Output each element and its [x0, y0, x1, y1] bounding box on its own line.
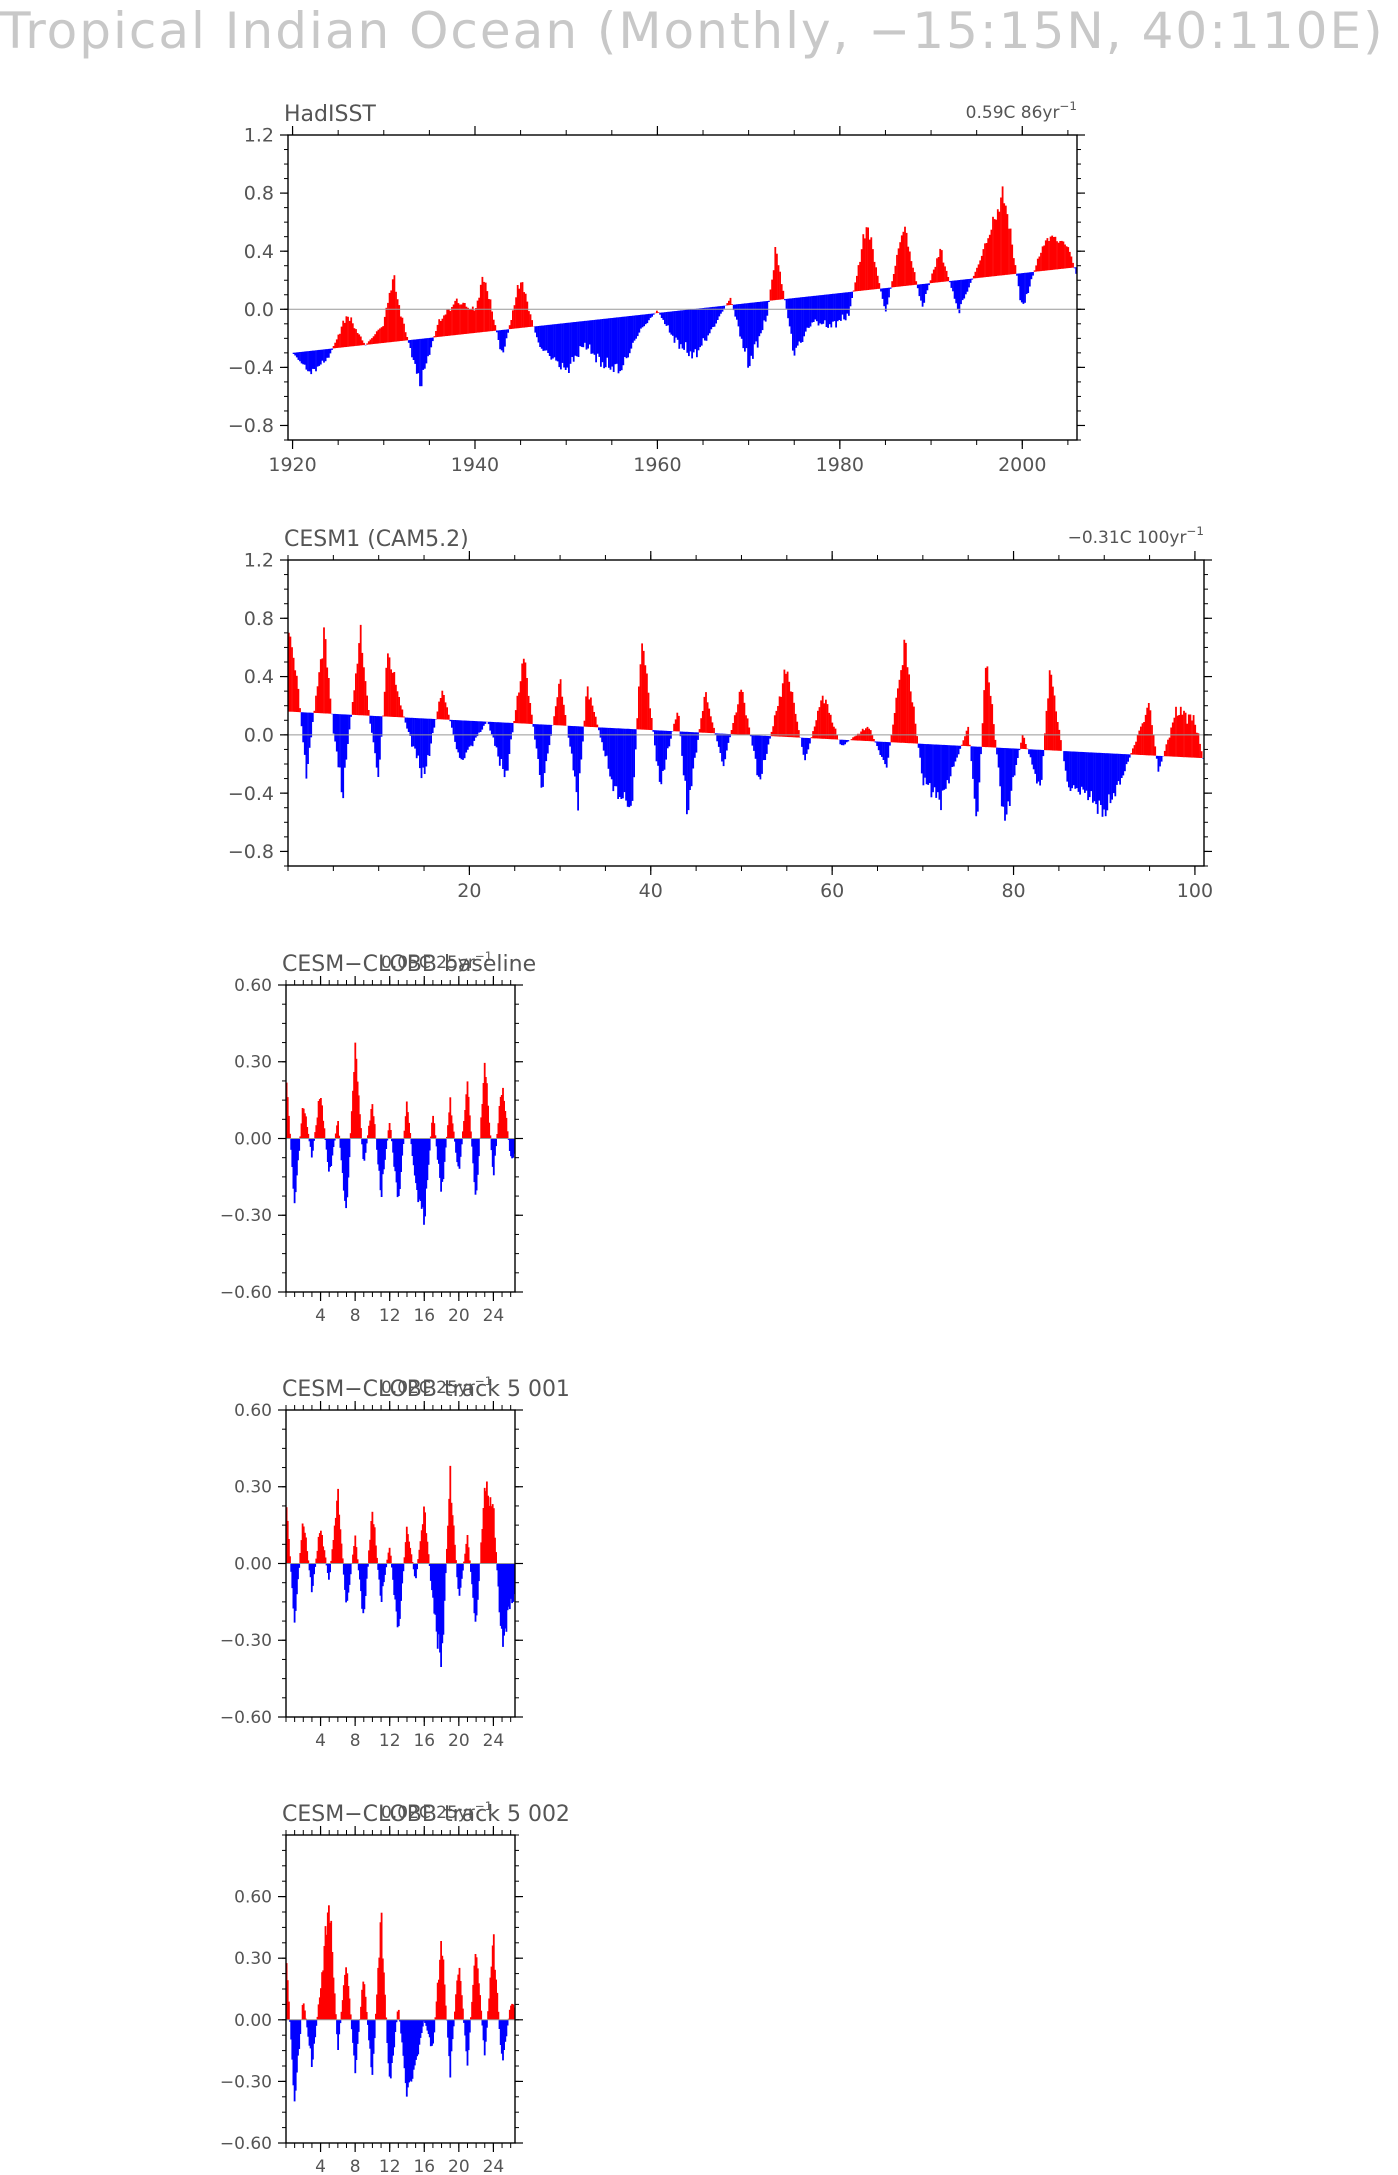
chart-title: CESM1 (CAM5.2) — [284, 527, 469, 552]
y-tick-label: −0.4 — [228, 357, 274, 379]
x-tick-label: 4 — [315, 2157, 326, 2175]
trend-label: 0.02C 25yr−1 — [381, 1374, 492, 1398]
anomaly-bars — [292, 186, 1078, 387]
chart-title: CESM−CLOBB track 5 002 — [282, 1802, 570, 1827]
anomaly-bars — [285, 1905, 516, 2102]
x-tick-label: 1960 — [633, 454, 681, 476]
y-tick-label: 0.00 — [234, 2011, 272, 2031]
y-tick-label: 0.00 — [234, 1554, 272, 1574]
trend-exponent: −1 — [475, 1799, 493, 1813]
y-tick-label: −0.8 — [228, 841, 274, 863]
anomaly-bars — [285, 1042, 516, 1225]
trend-label: 0.02C 25yr−1 — [381, 1799, 492, 1823]
chart-title: CESM−CLOBB track 5 001 — [282, 1377, 570, 1402]
x-tick-label: 2000 — [998, 454, 1046, 476]
trend-label: 0.05C 25yr−1 — [381, 949, 492, 973]
y-tick-label: 0.60 — [234, 976, 272, 996]
y-tick-label: −0.30 — [220, 1206, 272, 1226]
chart-panel-5: −0.60 −0.30 0.00 0.30 0.60 4 8 12 16 20 24 CESM−CLO… — [220, 1799, 570, 2175]
trend-exponent: −1 — [1186, 524, 1204, 538]
x-tick-label: 100 — [1177, 880, 1213, 902]
x-tick-label: 8 — [350, 1731, 361, 1751]
x-tick-label: 16 — [413, 2157, 435, 2175]
y-tick-label: −0.30 — [220, 1631, 272, 1651]
x-tick-label: 20 — [448, 1731, 470, 1751]
y-tick-label: −0.60 — [220, 1283, 272, 1303]
y-tick-label: 0.4 — [244, 666, 274, 688]
plot-frame — [287, 559, 1205, 867]
x-tick-label: 12 — [379, 1306, 401, 1326]
x-tick-label: 12 — [379, 1731, 401, 1751]
y-tick-label: 0.8 — [244, 183, 274, 205]
x-tick-label: 20 — [448, 1306, 470, 1326]
anomaly-bars — [285, 1465, 516, 1667]
y-tick-label: 0.00 — [234, 1129, 272, 1149]
x-tick-label: 1920 — [268, 454, 316, 476]
x-tick-label: 1940 — [451, 454, 499, 476]
x-tick-label: 24 — [483, 2157, 505, 2175]
x-tick-label: 8 — [350, 1306, 361, 1326]
trend-label: −0.31C 100yr−1 — [1068, 524, 1204, 548]
anomaly-bars — [287, 624, 1205, 821]
chart-panel-1: −0.8 −0.4 0.0 0.4 0.8 1.2 1920 1940 1960 1980 2000… — [228, 99, 1085, 476]
y-tick-label: 0.0 — [244, 725, 274, 747]
trend-exponent: −1 — [475, 1374, 493, 1388]
trend-exponent: −1 — [475, 949, 493, 963]
y-tick-label: −0.60 — [220, 1708, 272, 1728]
x-tick-label: 4 — [315, 1731, 326, 1751]
trend-label: 0.59C 86yr−1 — [966, 99, 1077, 123]
x-tick-label: 1980 — [816, 454, 864, 476]
x-tick-label: 16 — [413, 1731, 435, 1751]
x-tick-label: 20 — [448, 2157, 470, 2175]
x-tick-label: 12 — [379, 2157, 401, 2175]
y-tick-label: −0.30 — [220, 2072, 272, 2092]
y-tick-label: 1.2 — [244, 125, 274, 147]
x-tick-label: 24 — [483, 1306, 505, 1326]
y-tick-label: 0.30 — [234, 1949, 272, 1969]
y-tick-label: 1.2 — [244, 550, 274, 572]
y-tick-label: −0.8 — [228, 415, 274, 437]
trend-exponent: −1 — [1059, 99, 1077, 113]
y-tick-label: −0.60 — [220, 2134, 272, 2154]
x-tick-label: 24 — [483, 1731, 505, 1751]
page-title: Tropical Indian Ocean (Monthly, −15:15N,… — [0, 2, 1385, 60]
chart-panel-4: −0.60 −0.30 0.00 0.30 0.60 4 8 12 16 20 24 CESM−CLO… — [220, 1374, 570, 1751]
chart-title: CESM−CLOBB baseline — [282, 952, 536, 977]
y-tick-label: 0.8 — [244, 608, 274, 630]
x-tick-label: 8 — [350, 2157, 361, 2175]
chart-title: HadISST — [284, 102, 376, 127]
y-tick-label: 0.60 — [234, 1401, 272, 1421]
x-tick-label: 40 — [639, 880, 663, 902]
x-tick-label: 60 — [820, 880, 844, 902]
y-tick-label: 0.30 — [234, 1478, 272, 1498]
y-tick-label: 0.0 — [244, 299, 274, 321]
y-tick-label: −0.4 — [228, 783, 274, 805]
x-tick-label: 20 — [457, 880, 481, 902]
plot-frame — [287, 134, 1078, 441]
x-tick-label: 80 — [1001, 880, 1025, 902]
x-tick-label: 4 — [315, 1306, 326, 1326]
y-tick-label: 0.30 — [234, 1053, 272, 1073]
chart-panel-3: −0.60 −0.30 0.00 0.30 0.60 4 8 12 16 20 24 CESM−CLO… — [220, 949, 536, 1326]
x-tick-label: 16 — [413, 1306, 435, 1326]
y-tick-label: 0.4 — [244, 241, 274, 263]
y-tick-label: 0.60 — [234, 1888, 272, 1908]
chart-panel-2: −0.8 −0.4 0.0 0.4 0.8 1.2 20 40 60 80 100 CESM1 (CA… — [228, 524, 1213, 902]
